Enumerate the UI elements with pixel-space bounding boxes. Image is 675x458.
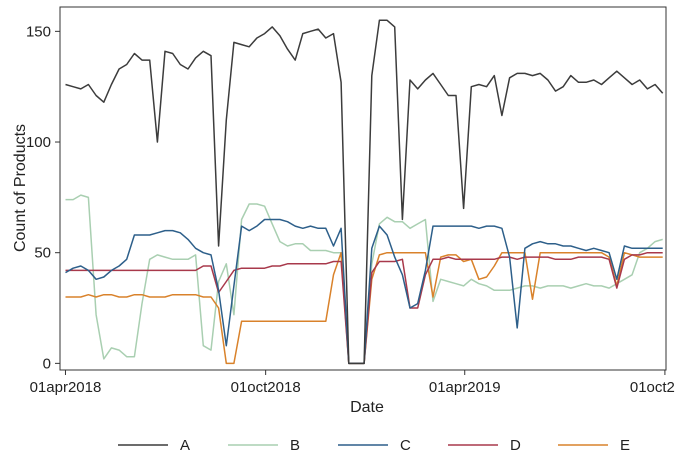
x-tick-label: 01apr2019 [429, 379, 501, 396]
y-axis: 0 50 100 150 [26, 23, 60, 372]
y-axis-title: Count of Products [12, 124, 29, 252]
y-tick-label: 100 [26, 134, 51, 151]
legend-item-c: C [338, 437, 411, 454]
x-axis: 01apr2018 01oct2018 01apr2019 01oct2019 [30, 370, 675, 396]
legend: A B C D E [118, 437, 630, 454]
legend-item-e: E [558, 437, 630, 454]
series-lines [65, 19, 664, 365]
y-tick-label: 50 [34, 245, 51, 262]
series-line-a [65, 19, 664, 365]
legend-label: C [400, 437, 411, 454]
legend-label: A [180, 437, 190, 454]
legend-item-a: A [118, 437, 190, 454]
x-tick-label: 01oct2018 [231, 379, 301, 396]
y-tick-label: 0 [43, 355, 51, 372]
x-axis-title: Date [350, 399, 384, 416]
x-tick-label: 01oct2019 [630, 379, 675, 396]
x-tick-label: 01apr2018 [30, 379, 102, 396]
legend-label: B [290, 437, 300, 454]
legend-label: E [620, 437, 630, 454]
legend-label: D [510, 437, 521, 454]
legend-item-b: B [228, 437, 300, 454]
legend-item-d: D [448, 437, 521, 454]
plot-frame [59, 6, 667, 371]
y-tick-label: 150 [26, 23, 51, 40]
